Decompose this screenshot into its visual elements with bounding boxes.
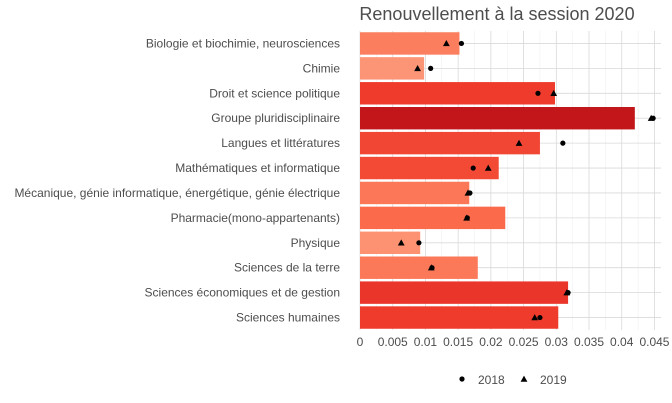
markers [397,40,656,321]
bar [360,82,555,105]
x-tick-label: 0 [357,335,364,349]
bar [360,156,499,180]
marker-2019 [550,89,558,97]
y-axis-labels: Biologie et biochimie, neurosciences Chim… [14,36,340,324]
marker-2018 [458,40,465,47]
marker-2019 [397,239,405,246]
marker-2019 [442,40,450,47]
x-tick-label: 0.035 [574,335,604,349]
y-tick-label: Chimie [303,61,341,75]
y-tick-label: Mathématiques et informatique [175,161,340,175]
marker-2019 [464,189,472,196]
y-tick-label: Groupe pluridisciplinaire [211,111,340,125]
y-tick-label: Sciences économiques et de gestion [145,286,340,300]
bar [360,106,635,130]
bar [360,57,425,80]
y-tick-label: Pharmacie(mono-appartenants) [171,211,340,225]
bars [360,32,635,329]
x-axis-ticks: 0 0.005 0.01 0.015 0.02 0.025 0.03 0.035 0.04 0.0… [357,335,670,349]
marker-2019 [463,214,471,221]
x-tick-label: 0.03 [545,335,569,349]
y-tick-label: Sciences humaines [236,311,340,325]
x-tick-label: 0.015 [443,335,473,349]
marker-2018 [416,240,422,246]
marker-2018 [535,90,541,96]
marker-2019 [414,64,421,72]
marker-2018 [560,140,566,146]
bar [360,306,559,329]
x-tick-label: 0.045 [639,335,669,349]
marker-2019 [563,289,571,296]
chart-title: Renouvellement à la session 2020 [359,4,634,24]
x-tick-label: 0.04 [610,335,634,349]
marker-2018 [428,65,434,71]
legend-label: 2019 [540,373,567,387]
y-tick-label: Biologie et biochimie, neurosciences [146,36,340,50]
marker-2019 [647,114,655,121]
bar [360,281,569,304]
y-tick-label: Mécanique, génie informatique, énergétiq… [14,186,340,200]
x-tick-label: 0.025 [509,335,539,349]
marker-2018 [470,165,476,171]
legend-label: 2018 [478,373,505,387]
x-tick-label: 0.005 [378,335,408,349]
bar [360,231,421,255]
marker-2019 [515,139,523,146]
bar [360,256,478,279]
marker-2019 [427,264,435,271]
legend: 2018 2019 [459,373,567,387]
y-tick-label: Sciences de la terre [234,261,340,275]
y-tick-label: Langues et littératures [221,136,340,150]
legend-marker-2019 [520,375,528,382]
marker-2019 [531,314,539,321]
bar [360,181,470,205]
x-tick-label: 0.02 [479,335,503,349]
marker-2018 [537,314,543,321]
legend-marker-2018 [459,376,465,382]
bar [360,131,540,155]
y-tick-label: Droit et science politique [209,86,340,100]
bar [360,32,460,55]
x-tick-label: 0.01 [414,335,438,349]
marker-2019 [484,164,492,171]
y-tick-label: Physique [291,236,341,250]
bar [360,206,506,230]
